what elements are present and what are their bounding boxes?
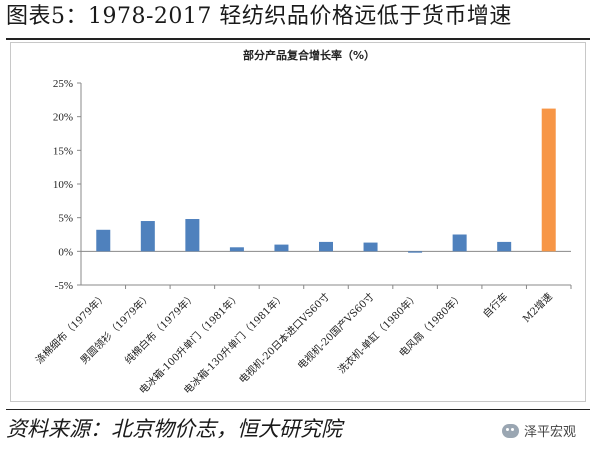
- bar-11: [541, 108, 556, 252]
- bar-4: [229, 247, 244, 252]
- bar-5: [274, 244, 289, 252]
- bar-8: [408, 251, 423, 253]
- bar-2: [140, 221, 155, 252]
- category-label: 电视机-20日本进口VS60寸: [236, 290, 332, 386]
- y-tick-label: 15%: [53, 145, 73, 157]
- category-label: M2增速: [520, 290, 555, 325]
- axis-layer: -5% 0% 5% 10% 15% 20% 25%: [53, 78, 572, 292]
- category-label: 电视机-20国产VS60寸: [295, 290, 377, 372]
- bar-layer: [96, 108, 556, 253]
- y-tick-label: 0%: [58, 246, 73, 258]
- bar-10: [497, 241, 512, 252]
- chart-frame: 部分产品复合增长率（%） -5% 0% 5% 10% 15% 20% 25% 涤棉细布（19…: [10, 42, 586, 402]
- bar-6: [319, 241, 333, 252]
- bar-9: [452, 234, 467, 252]
- chart-title: 部分产品复合增长率（%）: [243, 48, 375, 62]
- category-label: 洗衣机-单缸（1980年）: [335, 290, 421, 376]
- y-tick-label: 20%: [53, 112, 73, 124]
- bar-7: [363, 242, 378, 252]
- source-divider: [6, 409, 590, 410]
- title-divider: [6, 38, 590, 40]
- category-label-layer: 涤棉细布（1979年）男圆领衫（1979年）纯棉白布（1979年）电冰箱-100…: [33, 290, 555, 397]
- wechat-icon: [501, 423, 519, 438]
- bar-1: [96, 229, 111, 252]
- y-tick-label: 5%: [58, 213, 73, 225]
- bar-chart: 部分产品复合增长率（%） -5% 0% 5% 10% 15% 20% 25% 涤棉细布（19…: [33, 48, 572, 397]
- brand-name: 泽平宏观: [523, 425, 576, 440]
- y-tick-label: 25%: [53, 78, 73, 90]
- figure-title: 图表5：1978-2017 轻纺织品价格远低于货币增速: [6, 4, 512, 29]
- y-tick-label: 10%: [53, 179, 73, 191]
- source-note: 资料来源：北京物价志，恒大研究院: [6, 417, 342, 441]
- category-label: 自行车: [480, 290, 510, 320]
- brand-watermark: 泽平宏观: [501, 421, 576, 440]
- bar-3: [185, 219, 200, 252]
- y-tick-label: -5%: [55, 280, 73, 292]
